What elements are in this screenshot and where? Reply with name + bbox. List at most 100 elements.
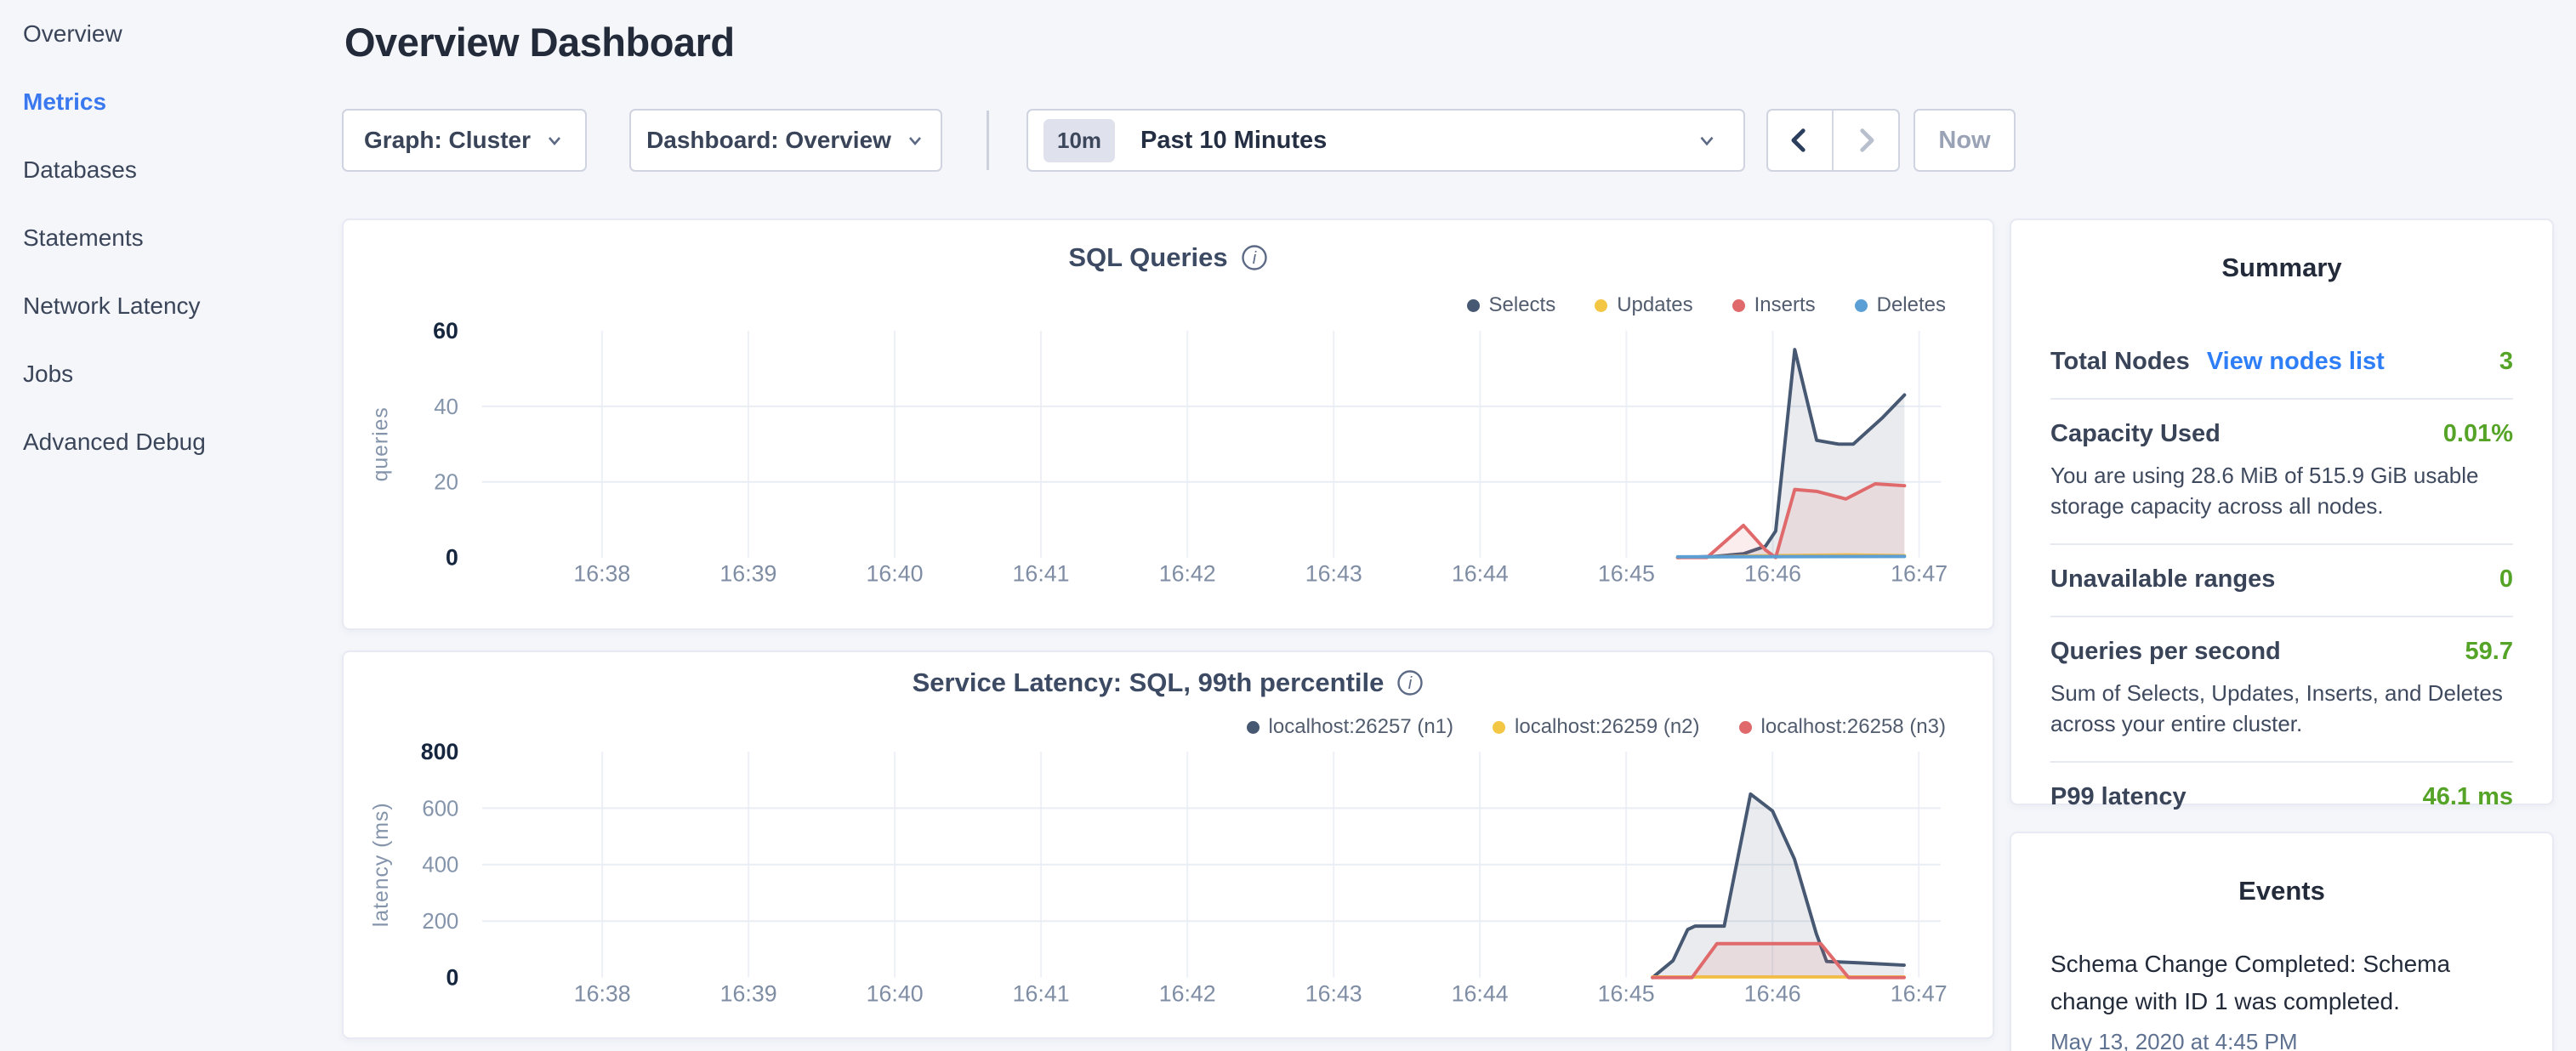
summary-value: 3 [2499,348,2513,376]
sidebar-item-network-latency[interactable]: Network Latency [0,272,340,340]
svg-text:16:47: 16:47 [1891,560,1948,586]
svg-text:16:40: 16:40 [867,980,924,1006]
svg-text:16:47: 16:47 [1891,980,1948,1006]
svg-text:16:39: 16:39 [720,980,777,1006]
chart-title: Service Latency: SQL, 99th percentile [913,668,1385,698]
time-range-label: Past 10 Minutes [1140,127,1327,155]
summary-panel: Summary Total Nodes View nodes list 3 Capac… [2010,219,2554,805]
chevron-right-icon [1851,126,1880,155]
svg-text:16:44: 16:44 [1452,980,1509,1006]
legend-dot-icon [1247,721,1260,734]
svg-text:60: 60 [433,318,458,344]
event-message: Schema Change Completed: Schema change w… [2050,946,2513,1020]
sidebar-item-statements[interactable]: Statements [0,204,340,272]
legend-label: localhost:26258 (n3) [1761,715,1946,739]
time-range-badge: 10m [1043,119,1115,162]
time-range-picker[interactable]: 10m Past 10 Minutes [1026,109,1745,172]
chart-title: SQL Queries [1068,242,1227,273]
legend-label: Selects [1489,293,1556,317]
legend-dot-icon [1595,299,1607,312]
svg-text:20: 20 [434,471,458,495]
summary-row: Queries per second 59.7 Sum of Selects, Up… [2050,617,2513,763]
legend-item[interactable]: localhost:26258 (n3) [1739,715,1946,739]
legend-item[interactable]: Deletes [1855,293,1946,317]
summary-value: 0.01% [2443,420,2513,448]
toolbar-divider [987,111,989,170]
info-icon[interactable]: i [1241,244,1268,271]
chart-header: Service Latency: SQL, 99th percentile i [344,668,1993,698]
chevron-down-icon [1696,129,1718,151]
sql-queries-chart-card: SQL Queries i Selects Updates Inserts Delet… [342,219,1994,630]
legend-dot-icon [1493,721,1505,734]
legend-label: localhost:26259 (n2) [1515,715,1699,739]
graph-dropdown[interactable]: Graph: Cluster [342,109,587,172]
sql-queries-plot[interactable]: 16:38 16:39 16:40 16:41 16:42 16:43 16:44 16:45… [344,220,1993,628]
legend-item[interactable]: localhost:26257 (n1) [1247,715,1453,739]
summary-label: Queries per second [2050,638,2281,666]
svg-text:16:38: 16:38 [574,980,631,1006]
summary-row: Capacity Used0.01%You are using 28.6 MiB… [2050,400,2513,545]
svg-text:16:43: 16:43 [1305,980,1362,1006]
svg-text:16:39: 16:39 [719,560,776,586]
svg-text:16:40: 16:40 [866,560,923,586]
svg-text:i: i [1408,674,1413,693]
svg-text:16:42: 16:42 [1159,980,1216,1006]
legend-dot-icon [1855,299,1868,312]
graph-dropdown-label: Graph: Cluster [364,127,531,154]
svg-text:16:46: 16:46 [1744,980,1801,1006]
legend-item[interactable]: localhost:26259 (n2) [1493,715,1699,739]
chevron-left-icon [1785,126,1814,155]
chart-header: SQL Queries i [344,242,1993,273]
legend-label: localhost:26257 (n1) [1269,715,1453,739]
dashboard-dropdown[interactable]: Dashboard: Overview [629,109,942,172]
svg-text:16:41: 16:41 [1013,560,1070,586]
next-time-button[interactable] [1834,111,1899,170]
svg-text:latency (ms): latency (ms) [370,802,393,927]
chevron-down-icon [905,130,925,151]
svg-text:200: 200 [422,910,458,934]
events-title: Events [2050,876,2513,906]
chart-legend: localhost:26257 (n1) localhost:26259 (n2)… [1247,715,1946,739]
summary-row: Unavailable ranges 0 [2050,545,2513,617]
svg-text:16:45: 16:45 [1598,560,1655,586]
previous-time-button[interactable] [1768,111,1834,170]
event-item: Schema Change Completed: Schema change w… [2050,946,2513,1051]
summary-value: 59.7 [2465,638,2513,666]
sidebar-item-overview[interactable]: Overview [0,0,340,68]
svg-text:600: 600 [422,797,458,821]
sidebar-item-metrics[interactable]: Metrics [0,68,340,136]
summary-value: 0 [2499,565,2513,594]
time-step-buttons [1766,109,1900,172]
summary-title: Summary [2050,253,2513,283]
legend-item[interactable]: Inserts [1732,293,1816,317]
svg-text:16:42: 16:42 [1159,560,1216,586]
svg-text:queries: queries [370,406,393,481]
sidebar-item-advanced-debug[interactable]: Advanced Debug [0,408,340,476]
sidebar-item-databases[interactable]: Databases [0,136,340,204]
sidebar-item-jobs[interactable]: Jobs [0,340,340,408]
legend-label: Deletes [1877,293,1946,317]
summary-value: 46.1 ms [2423,783,2513,811]
svg-text:16:41: 16:41 [1013,980,1070,1006]
svg-text:16:43: 16:43 [1305,560,1362,586]
svg-text:16:38: 16:38 [573,560,630,586]
summary-label: Unavailable ranges [2050,565,2275,594]
svg-text:800: 800 [421,739,459,764]
summary-description: Sum of Selects, Updates, Inserts, and De… [2050,678,2513,739]
svg-text:16:44: 16:44 [1452,560,1509,586]
summary-row: Total Nodes View nodes list 3 [2050,327,2513,400]
event-timestamp: May 13, 2020 at 4:45 PM [2050,1029,2513,1051]
service-latency-plot[interactable]: 16:3816:3916:4016:4116:4216:4316:4416:45… [344,652,1993,1037]
chart-legend: Selects Updates Inserts Deletes [1467,293,1947,317]
view-nodes-list-link[interactable]: View nodes list [2207,348,2385,376]
svg-text:0: 0 [446,545,458,571]
legend-dot-icon [1732,299,1745,312]
legend-item[interactable]: Selects [1467,293,1556,317]
legend-item[interactable]: Updates [1595,293,1692,317]
svg-text:400: 400 [422,854,458,878]
legend-label: Inserts [1754,293,1816,317]
info-icon[interactable]: i [1396,669,1424,696]
summary-label: Total Nodes [2050,348,2190,376]
legend-dot-icon [1467,299,1480,312]
now-button[interactable]: Now [1914,109,2016,172]
